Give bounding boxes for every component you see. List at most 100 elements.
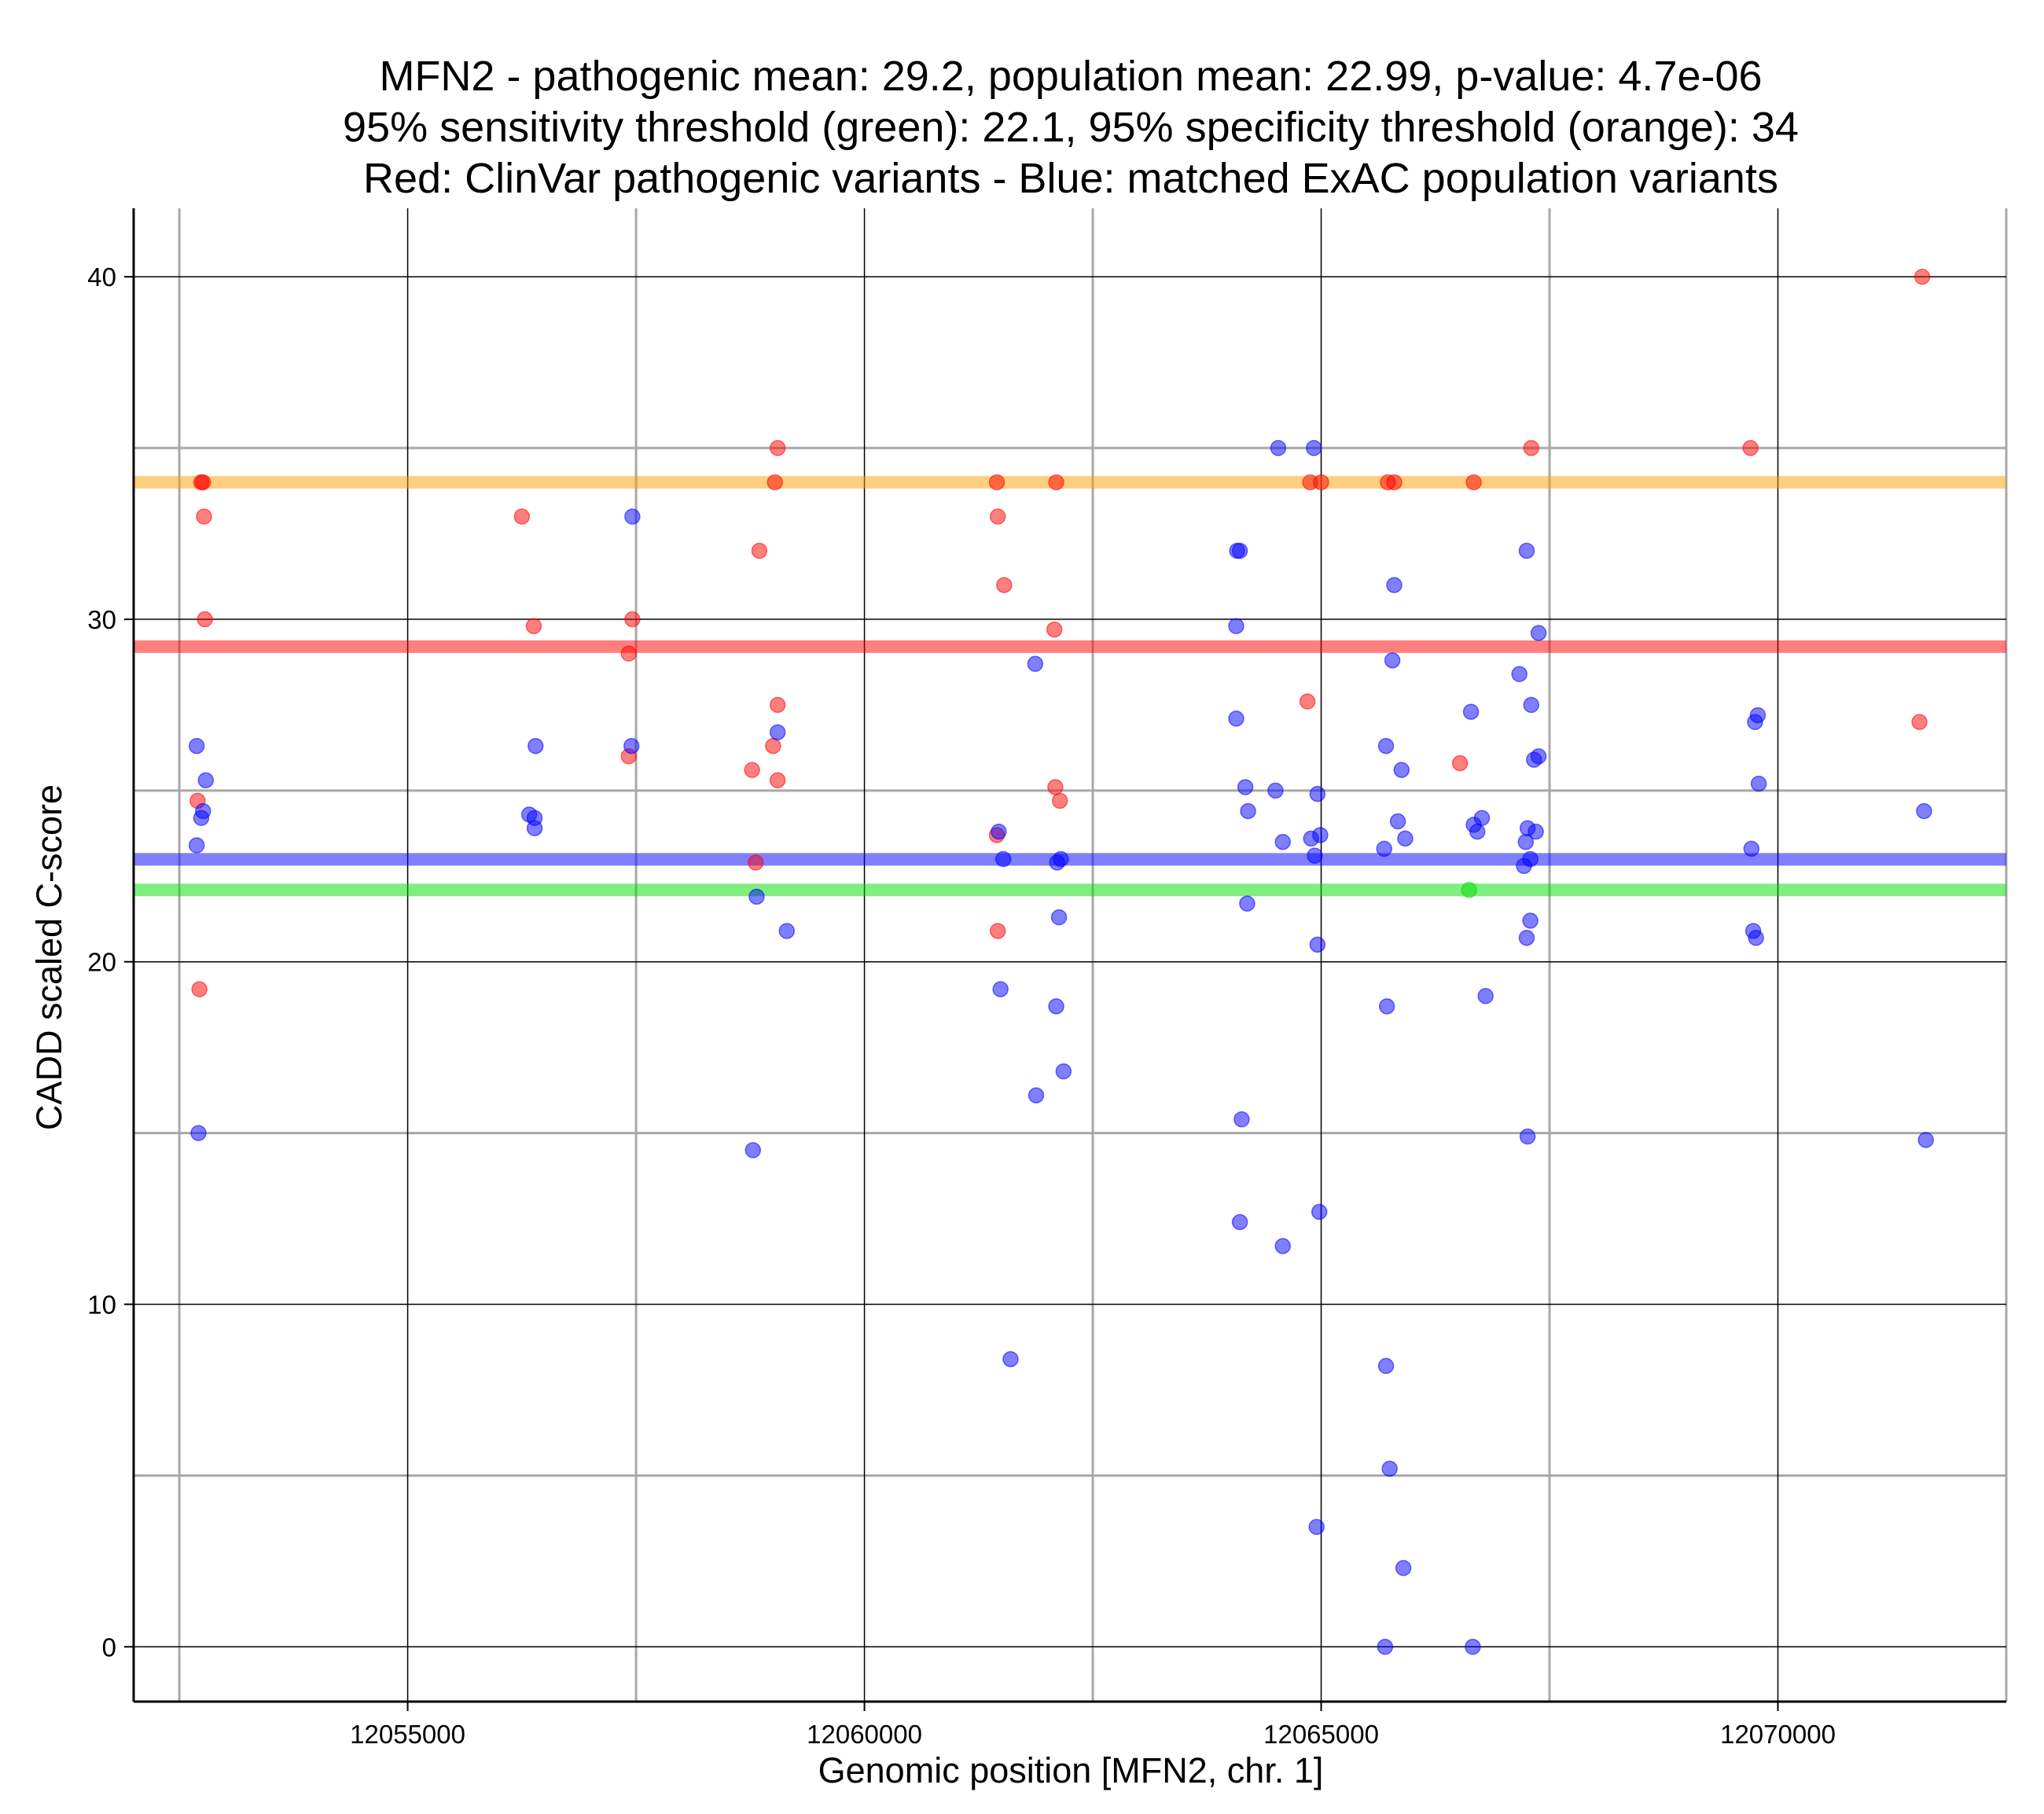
data-point xyxy=(1228,618,1244,634)
data-point xyxy=(1397,830,1414,847)
data-point xyxy=(188,737,205,755)
data-point xyxy=(1523,696,1540,714)
data-point xyxy=(1477,988,1494,1004)
data-point xyxy=(1384,652,1401,669)
data-point xyxy=(193,810,210,826)
data-point xyxy=(196,508,212,525)
data-point xyxy=(526,820,543,837)
data-point xyxy=(748,888,765,905)
data-point xyxy=(1307,847,1323,864)
data-point xyxy=(992,981,1009,997)
data-point xyxy=(1377,1639,1394,1655)
data-point xyxy=(1386,474,1402,490)
data-point xyxy=(624,508,641,525)
data-point xyxy=(1053,850,1069,868)
data-point xyxy=(1377,737,1395,755)
data-point xyxy=(1267,782,1284,799)
data-point xyxy=(994,850,1012,868)
data-point xyxy=(989,923,1006,939)
data-point xyxy=(1312,827,1329,843)
data-point xyxy=(1274,1238,1291,1254)
data-point xyxy=(1389,813,1406,830)
series-clinvar-pathogenic-variants xyxy=(189,268,1931,997)
data-point xyxy=(1518,542,1535,560)
data-point xyxy=(1046,621,1063,638)
y-tick-label: 40 xyxy=(87,263,116,292)
data-point xyxy=(1231,1214,1248,1231)
data-point xyxy=(1002,1350,1019,1368)
data-point xyxy=(1048,474,1064,490)
data-point xyxy=(1055,1063,1072,1080)
data-point xyxy=(1516,857,1532,874)
data-point xyxy=(513,508,531,525)
data-point xyxy=(528,737,544,755)
data-point xyxy=(1027,655,1044,672)
data-point xyxy=(1309,785,1326,802)
data-point xyxy=(1050,909,1068,926)
data-point xyxy=(1465,1639,1481,1655)
data-point xyxy=(1231,542,1248,560)
y-axis-title: CADD scaled C-score xyxy=(29,784,69,1130)
data-point xyxy=(1451,755,1469,772)
data-point xyxy=(1233,1111,1250,1128)
x-tick-label: 12070000 xyxy=(1720,1720,1836,1749)
data-point xyxy=(769,724,786,740)
data-point xyxy=(525,618,542,634)
data-point xyxy=(1530,747,1547,765)
series-matched-exac-population-variants xyxy=(188,439,1934,1655)
data-point xyxy=(190,1125,207,1141)
chart-title-line-1: MFN2 - pathogenic mean: 29.2, population… xyxy=(379,53,1762,100)
data-point xyxy=(1748,929,1764,946)
data-point xyxy=(778,923,796,939)
data-point xyxy=(1462,703,1480,720)
data-point xyxy=(1240,802,1256,820)
data-point xyxy=(744,1142,762,1159)
data-point xyxy=(1381,1460,1398,1477)
data-point xyxy=(1511,666,1527,682)
data-point xyxy=(769,772,786,789)
data-point xyxy=(1522,913,1539,929)
data-point xyxy=(1237,779,1254,795)
data-point xyxy=(1527,823,1544,840)
data-point xyxy=(1051,792,1068,810)
data-point xyxy=(1274,833,1291,850)
data-point xyxy=(1228,711,1244,727)
x-tick-label: 12055000 xyxy=(350,1720,465,1749)
data-point xyxy=(1518,929,1535,946)
data-point xyxy=(1911,714,1928,730)
chart-title-line-3: Red: ClinVar pathogenic variants - Blue:… xyxy=(363,155,1778,202)
data-point xyxy=(1308,1518,1325,1536)
data-point xyxy=(991,823,1007,840)
data-point xyxy=(1743,840,1760,857)
y-tick-label: 30 xyxy=(87,605,116,634)
data-point xyxy=(1519,1128,1536,1145)
data-point xyxy=(989,508,1006,525)
data-point xyxy=(1742,439,1759,457)
data-point xyxy=(1313,474,1329,490)
data-point xyxy=(191,981,208,997)
data-point xyxy=(1305,439,1322,457)
data-point xyxy=(1378,998,1395,1015)
y-tick-label: 0 xyxy=(102,1632,116,1662)
data-point xyxy=(1469,823,1486,840)
data-point xyxy=(1517,833,1535,850)
data-point xyxy=(197,772,215,789)
data-point xyxy=(1465,474,1482,490)
data-point xyxy=(1239,895,1255,912)
x-axis-title: Genomic position [MFN2, chr. 1] xyxy=(818,1750,1324,1790)
data-point xyxy=(988,474,1005,490)
data-point xyxy=(1473,810,1491,826)
series-variants-at-sensitivity-threshold xyxy=(1461,881,1478,898)
y-tick-label: 20 xyxy=(87,948,116,977)
data-point xyxy=(769,439,786,457)
data-point xyxy=(744,762,760,778)
data-point xyxy=(1309,936,1326,953)
data-point xyxy=(1028,1087,1045,1103)
data-point xyxy=(1393,762,1410,778)
data-point xyxy=(620,645,638,662)
tick-labels: 12055000 12060000 12065000 12070000 0 10 20 30 4… xyxy=(87,263,1836,1749)
data-point xyxy=(1750,775,1767,792)
data-point xyxy=(188,837,205,854)
data-point xyxy=(1047,779,1064,795)
